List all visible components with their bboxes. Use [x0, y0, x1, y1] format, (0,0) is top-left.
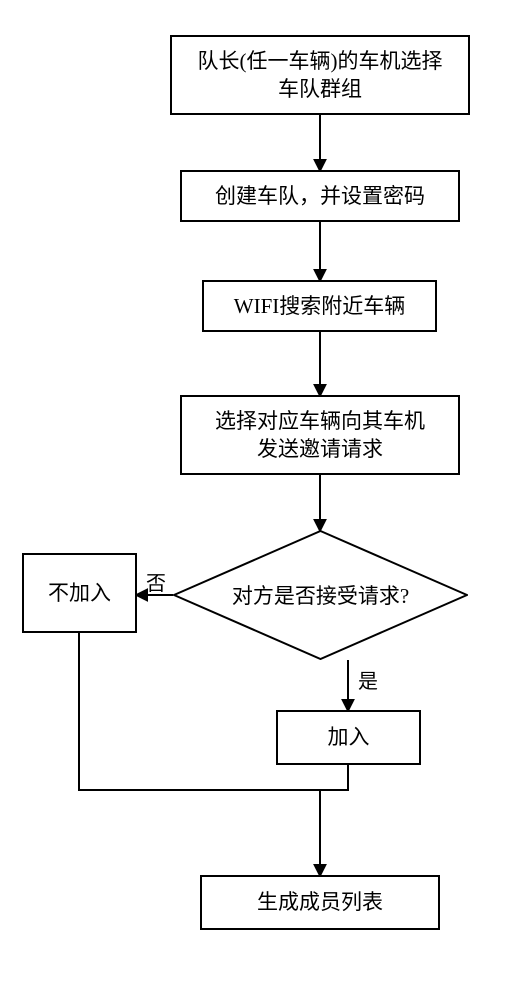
node-label: WIFI搜索附近车辆	[234, 292, 406, 320]
node-label: 对方是否接受请求?	[232, 580, 409, 610]
node-label: 不加入	[48, 579, 111, 607]
node-send-invite: 选择对应车辆向其车机 发送邀请请求	[180, 395, 460, 475]
node-not-join: 不加入	[22, 553, 137, 633]
edge-label-no: 否	[146, 567, 166, 596]
node-accept-decision: 对方是否接受请求?	[173, 530, 468, 660]
edge-label-yes: 是	[358, 665, 378, 694]
edges-layer	[0, 0, 519, 1000]
node-member-list: 生成成员列表	[200, 875, 440, 930]
node-label: 选择对应车辆向其车机 发送邀请请求	[215, 407, 425, 464]
node-label: 创建车队，并设置密码	[215, 182, 425, 210]
node-wifi-search: WIFI搜索附近车辆	[202, 280, 437, 332]
node-select-group: 队长(任一车辆)的车机选择 车队群组	[170, 35, 470, 115]
flowchart-canvas: 队长(任一车辆)的车机选择 车队群组 创建车队，并设置密码 WIFI搜索附近车辆…	[0, 0, 519, 1000]
node-join: 加入	[276, 710, 421, 765]
node-label: 队长(任一车辆)的车机选择 车队群组	[198, 47, 443, 104]
node-create-fleet: 创建车队，并设置密码	[180, 170, 460, 222]
node-label: 生成成员列表	[257, 888, 383, 916]
node-label: 加入	[328, 723, 370, 751]
